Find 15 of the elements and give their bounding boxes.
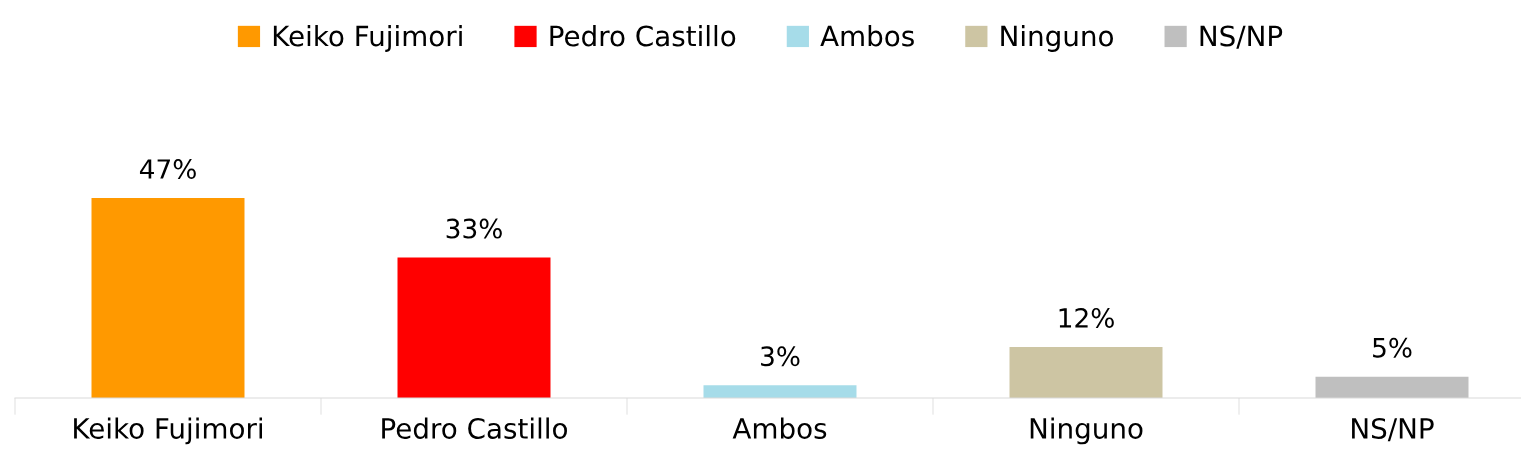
data-label: 5%	[1373, 337, 1412, 358]
x-tick-label: Ambos	[732, 417, 827, 439]
x-tick-label: Pedro Castillo	[382, 417, 567, 439]
legend-label: Ambos	[820, 25, 914, 47]
data-label: 3%	[761, 346, 800, 367]
data-label: 47%	[139, 159, 196, 179]
legend-label: Ninguno	[1001, 25, 1113, 52]
x-tick-label: Ninguno	[1030, 417, 1143, 445]
legend-label: Pedro Castillo	[550, 25, 736, 47]
data-label: 12%	[1059, 307, 1114, 328]
x-tick-label: NS/NP	[1352, 417, 1434, 442]
legend-label: NS/NP	[1200, 25, 1283, 49]
x-tick-label: Keiko Fujimori	[74, 417, 263, 445]
data-label: 33%	[446, 218, 502, 239]
legend-label: Keiko Fujimori	[273, 25, 462, 52]
